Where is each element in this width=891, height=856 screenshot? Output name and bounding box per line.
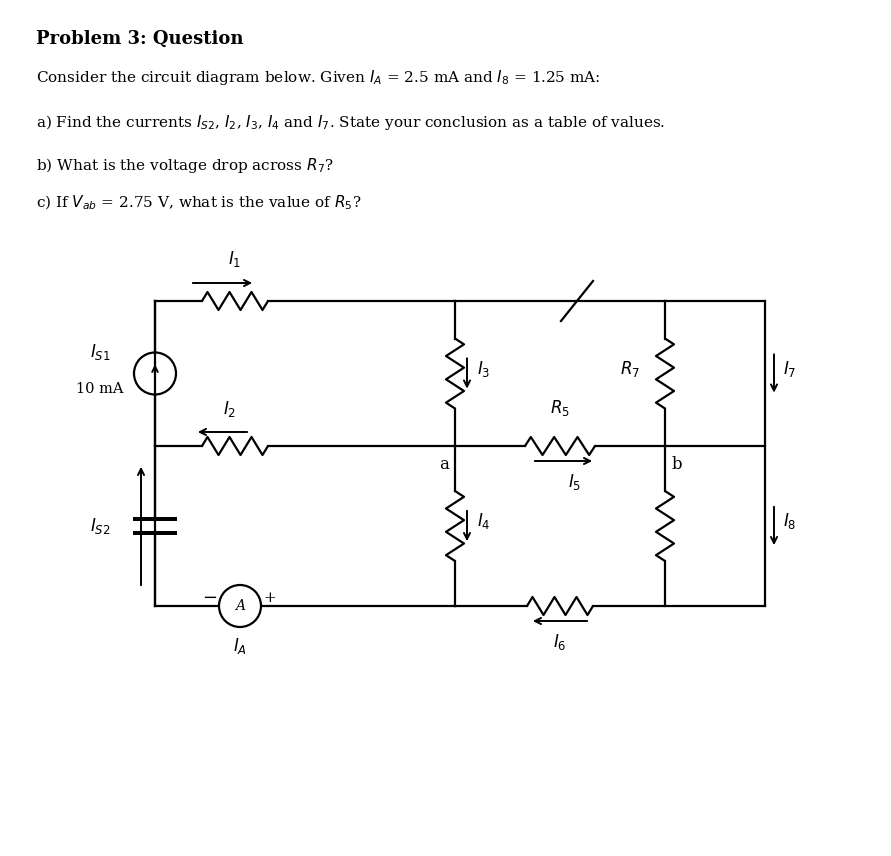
Text: b: b: [672, 456, 683, 473]
Text: $I_8$: $I_8$: [783, 511, 797, 531]
Text: c) If $V_{ab}$ = 2.75 V, what is the value of $R_5$?: c) If $V_{ab}$ = 2.75 V, what is the val…: [36, 193, 361, 211]
Text: $I_A$: $I_A$: [233, 636, 247, 656]
Text: Problem 3: Question: Problem 3: Question: [36, 30, 243, 48]
Text: 10 mA: 10 mA: [77, 382, 124, 395]
Text: $I_6$: $I_6$: [553, 632, 567, 652]
Text: $I_3$: $I_3$: [477, 359, 490, 378]
Text: $I_4$: $I_4$: [477, 511, 491, 531]
Text: a: a: [439, 456, 449, 473]
Text: $I_{S1}$: $I_{S1}$: [90, 342, 110, 361]
Text: $I_1$: $I_1$: [228, 249, 241, 269]
Text: b) What is the voltage drop across $R_7$?: b) What is the voltage drop across $R_7$…: [36, 156, 333, 175]
Circle shape: [219, 585, 261, 627]
Text: $I_7$: $I_7$: [783, 359, 797, 378]
Text: $I_2$: $I_2$: [224, 399, 237, 419]
Text: $I_5$: $I_5$: [568, 472, 582, 492]
Text: Consider the circuit diagram below. Given $I_A$ = 2.5 mA and $I_8$ = 1.25 mA:: Consider the circuit diagram below. Give…: [36, 68, 601, 87]
Text: a) Find the currents $I_{S2}$, $I_2$, $I_3$, $I_4$ and $I_7$. State your conclus: a) Find the currents $I_{S2}$, $I_2$, $I…: [36, 113, 665, 132]
Text: A: A: [235, 599, 245, 613]
Text: $R_7$: $R_7$: [620, 359, 640, 378]
Text: −: −: [202, 589, 217, 607]
Text: $R_5$: $R_5$: [550, 398, 570, 418]
Text: $I_{S2}$: $I_{S2}$: [90, 516, 110, 536]
Text: +: +: [264, 591, 276, 605]
